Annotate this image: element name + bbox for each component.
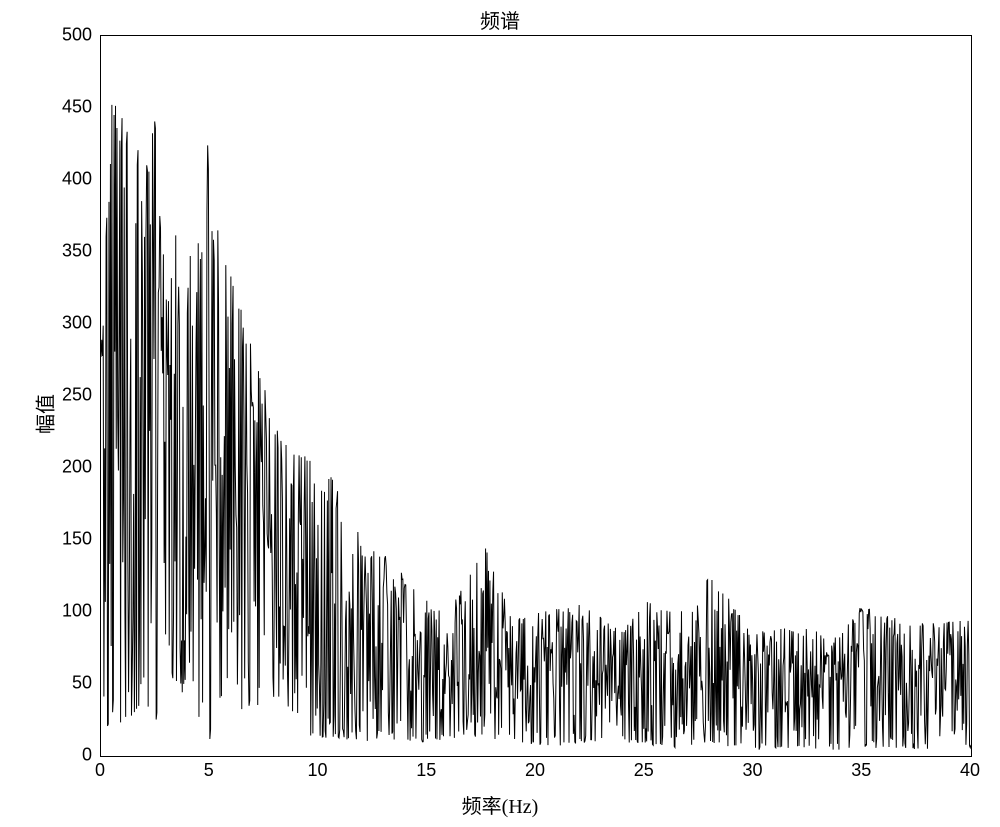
y-tick-label: 500 bbox=[62, 25, 92, 46]
y-tick-label: 300 bbox=[62, 313, 92, 334]
x-tick-label: 0 bbox=[95, 760, 105, 781]
y-tick-label: 200 bbox=[62, 457, 92, 478]
spectrum-chart: 频谱 幅值 频率(Hz) 050100150200250300350400450… bbox=[0, 0, 1000, 827]
spectrum-line bbox=[101, 36, 971, 756]
y-tick-label: 450 bbox=[62, 97, 92, 118]
x-axis-label: 频率(Hz) bbox=[0, 790, 1000, 819]
chart-title: 频谱 bbox=[0, 5, 1000, 34]
y-tick-label: 0 bbox=[82, 745, 92, 766]
y-tick-label: 400 bbox=[62, 169, 92, 190]
x-tick-label: 25 bbox=[634, 760, 654, 781]
y-tick-label: 250 bbox=[62, 385, 92, 406]
y-tick-label: 100 bbox=[62, 601, 92, 622]
x-tick-label: 35 bbox=[851, 760, 871, 781]
y-tick-label: 50 bbox=[72, 673, 92, 694]
x-tick-label: 5 bbox=[204, 760, 214, 781]
x-tick-label: 10 bbox=[307, 760, 327, 781]
x-tick-label: 40 bbox=[960, 760, 980, 781]
x-tick-label: 30 bbox=[742, 760, 762, 781]
y-tick-label: 350 bbox=[62, 241, 92, 262]
x-tick-label: 20 bbox=[525, 760, 545, 781]
plot-area bbox=[100, 35, 972, 757]
y-tick-label: 150 bbox=[62, 529, 92, 550]
x-tick-label: 15 bbox=[416, 760, 436, 781]
y-axis-label: 幅值 bbox=[30, 394, 59, 434]
